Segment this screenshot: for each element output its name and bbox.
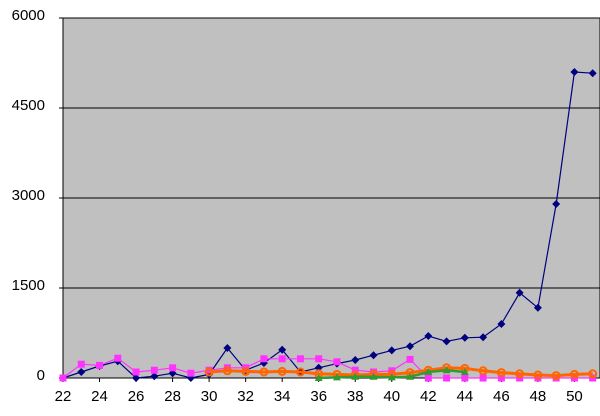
y-tick-label: 0 (37, 367, 45, 384)
point (204, 367, 214, 377)
point (332, 373, 341, 381)
point (570, 68, 579, 76)
point (588, 369, 598, 379)
y-tick-label: 6000 (12, 7, 45, 24)
point (515, 288, 524, 297)
point (479, 333, 488, 342)
point (387, 373, 396, 381)
x-tick-label: 28 (164, 388, 181, 405)
point (479, 374, 487, 382)
y-tick-label: 1500 (12, 277, 45, 294)
point (333, 358, 341, 366)
point (387, 346, 396, 355)
x-tick-label: 24 (91, 388, 108, 405)
point (496, 368, 506, 378)
point (551, 371, 561, 381)
point (187, 369, 195, 377)
point (460, 368, 469, 375)
point (533, 370, 543, 380)
point (497, 320, 506, 328)
point (295, 367, 305, 377)
point (424, 368, 433, 375)
point (77, 368, 86, 376)
point (406, 342, 415, 351)
point (443, 374, 451, 382)
point (259, 367, 269, 377)
point (150, 372, 159, 381)
point (132, 368, 140, 376)
point (461, 374, 469, 382)
y-tick-label: 4500 (12, 97, 45, 114)
point (260, 355, 268, 363)
point (478, 366, 488, 376)
point (406, 372, 415, 380)
x-tick-label: 44 (456, 388, 473, 405)
point (241, 366, 251, 376)
point (369, 372, 378, 380)
x-tick-label: 48 (530, 388, 547, 405)
point (533, 303, 542, 312)
point (497, 374, 505, 382)
point (96, 361, 104, 369)
point (278, 355, 286, 363)
point (205, 366, 213, 374)
x-tick-label: 50 (566, 388, 583, 405)
point (460, 333, 469, 342)
point (442, 366, 451, 374)
x-tick-label: 46 (493, 388, 510, 405)
point (369, 351, 378, 360)
x-tick-label: 36 (310, 388, 327, 405)
point (351, 366, 359, 374)
point (515, 369, 525, 379)
x-tick-label: 26 (128, 388, 145, 405)
point (370, 368, 378, 376)
x-tick-label: 30 (201, 388, 218, 405)
point (314, 374, 323, 381)
point (351, 356, 360, 364)
x-tick-label: 38 (347, 388, 364, 405)
point (222, 366, 232, 376)
point (150, 366, 158, 374)
point (77, 360, 85, 368)
point (569, 369, 579, 379)
x-tick-label: 32 (237, 388, 254, 405)
point (351, 372, 360, 380)
x-tick-label: 40 (383, 388, 400, 405)
point (424, 332, 433, 340)
point (406, 355, 414, 363)
series-line (209, 366, 593, 378)
x-tick-label: 22 (55, 388, 72, 405)
point (315, 355, 323, 363)
point (552, 374, 560, 382)
x-tick-label: 34 (274, 388, 291, 405)
point (278, 345, 287, 354)
x-tick-label: 42 (420, 388, 437, 405)
point (442, 337, 451, 346)
point (277, 366, 287, 376)
point (59, 374, 67, 382)
point (223, 344, 232, 352)
point (552, 200, 561, 208)
point (132, 374, 141, 382)
point (588, 69, 597, 78)
point (296, 355, 304, 363)
point (424, 374, 432, 382)
point (114, 354, 122, 362)
point (169, 364, 177, 372)
y-tick-label: 3000 (12, 187, 45, 204)
